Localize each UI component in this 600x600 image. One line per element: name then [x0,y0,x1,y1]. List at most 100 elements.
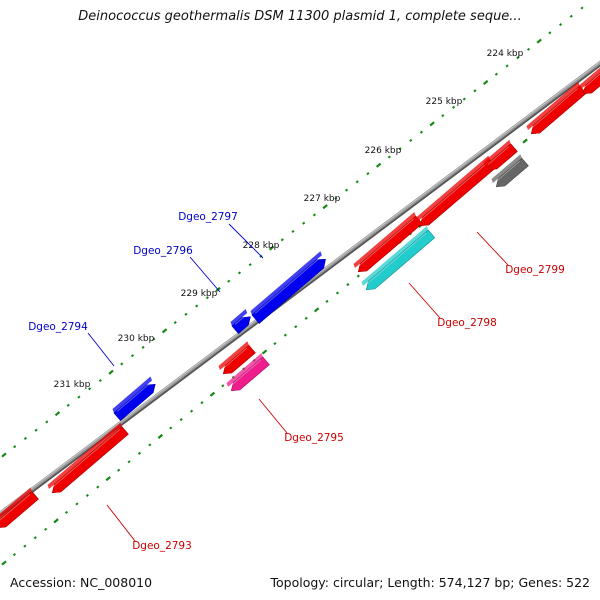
outer-tick [98,378,102,383]
gene-dgeo-2792[interactable] [0,487,39,528]
outer-tick [334,196,338,200]
inner-tick [85,493,89,498]
outer-tick [88,387,92,391]
outer-tick [536,38,542,44]
inner-tick [127,460,131,464]
inner-tick [96,485,100,489]
gene-body[interactable] [222,344,256,375]
map-title: Deinococcus geothermalis DSM 11300 plasm… [78,9,522,24]
gene-body[interactable] [251,258,326,324]
gene-body[interactable] [365,229,436,291]
inner-tick [117,468,121,472]
gene-dgeo-2795[interactable] [226,353,270,392]
outer-tick [45,420,49,424]
inner-tick [313,307,320,313]
outer-tick [173,321,177,325]
inner-tick [105,476,111,482]
outer-tick [130,354,135,358]
inner-tick [169,426,173,430]
outer-tick [355,180,359,184]
gene-top-face [250,251,322,315]
gene-dgeo-2800[interactable] [526,81,587,135]
gene-body[interactable] [530,85,587,135]
gene-top-face [483,139,511,166]
inner-tick [221,384,225,388]
gene-body[interactable] [231,316,251,335]
gene-features[interactable] [0,67,600,528]
gene-top-face [361,226,429,286]
gene-top-face [218,341,249,370]
inner-tick [157,433,164,439]
gene-shine [487,146,510,165]
gene-top-face [112,376,152,413]
gene-dgeo-2799a[interactable] [415,155,497,227]
outer-tick [66,403,70,407]
inner-tick [148,443,152,447]
gene-body[interactable] [495,157,529,188]
outer-tick [120,362,124,366]
outer-tick [34,428,38,432]
outer-tick [280,238,284,242]
gene-body[interactable] [113,383,156,422]
outer-tick [108,369,114,375]
outer-tick [580,6,584,10]
gene-dgeo-2799b[interactable] [483,139,518,171]
gene-dgeo-2798[interactable] [361,226,436,291]
callout-line-reverse [408,282,441,319]
gene-body[interactable] [51,426,129,494]
kbp-label: 231 kbp [54,380,91,390]
inner-tick [346,282,350,287]
gene-shine [254,257,321,314]
gene-dgeo-2796[interactable] [230,309,251,335]
inner-tick [325,299,329,303]
gene-body[interactable] [230,356,270,392]
callout-line-forward [87,332,115,367]
outer-tick [302,221,306,225]
gene-dgeo-2793[interactable] [47,422,129,494]
gene-label-forward: Dgeo_2796 [133,245,193,257]
gene-dgeo-2795a[interactable] [218,341,256,375]
gene-shine [230,359,262,386]
outer-tick [161,328,168,334]
gene-callouts: Dgeo_2797 Dgeo_2796 Dgeo_2794 Dgeo_2799 Dgeo… [28,211,565,552]
inner-tick [209,391,216,397]
gene-body[interactable] [487,143,518,171]
gene-label-reverse: Dgeo_2793 [132,540,192,552]
topology-summary: Topology: circular; Length: 574,127 bp; … [270,575,591,590]
outer-tick [409,138,413,142]
gene-top-face [491,154,522,183]
gene-shine [582,73,600,89]
outer-tick [473,89,477,93]
outer-tick [23,436,27,440]
gene-dgeo-2794[interactable] [112,376,156,422]
kbp-scale-labels: 224 kbp 225 kbp 226 kbp 227 kbp 228 kbp 229 k… [54,49,524,390]
gene-dgeo-2797[interactable] [250,251,326,324]
inner-tick [137,451,142,455]
inner-tick [33,536,37,540]
outer-tick [516,56,520,60]
gene-body[interactable] [0,491,39,528]
outer-tick [494,72,498,76]
inner-tick [356,274,360,278]
kbp-label: 224 kbp [487,49,524,59]
inner-tick [75,502,79,506]
gene-body[interactable] [357,215,423,273]
inner-tick [522,138,528,144]
outer-tick [205,296,209,300]
outer-tick [387,155,391,159]
gene-other[interactable] [491,154,529,188]
inner-tick [283,333,287,337]
gene-dgeo-2798a[interactable] [353,212,423,273]
outer-tick [268,245,275,251]
inner-tick [64,510,69,514]
outer-tick [462,97,466,101]
inner-tick [335,291,340,295]
outer-tick [441,114,445,118]
outer-tick [344,188,349,192]
inner-tick [53,518,59,524]
outer-tick [322,204,328,210]
gene-body[interactable] [419,159,497,227]
outer-tick [195,304,199,308]
inner-tick [294,325,298,329]
